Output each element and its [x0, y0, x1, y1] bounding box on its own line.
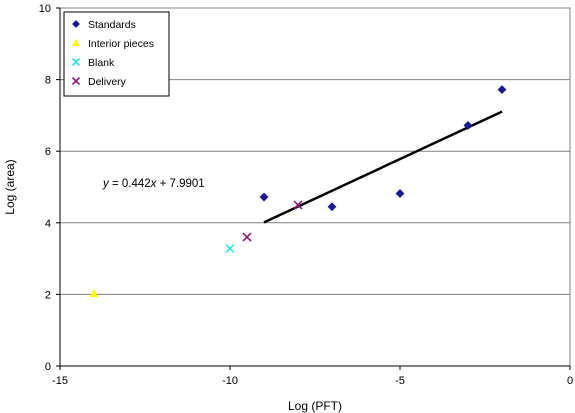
legend-label: Standards [88, 19, 136, 31]
data-point [327, 202, 337, 212]
data-point [497, 85, 507, 95]
x-tick-label: 0 [567, 375, 573, 387]
y-tick-label: 4 [45, 218, 51, 230]
tick-labels: 0 2 4 6 8 10 -15 -10 -5 0 [39, 3, 573, 387]
y-tick-label: 10 [39, 3, 51, 15]
data-point [463, 120, 473, 130]
x-tick-label: -10 [222, 375, 238, 387]
series-delivery [242, 200, 303, 242]
x-tick-label: -15 [52, 375, 68, 387]
y-tick-label: 6 [45, 146, 51, 158]
legend-label: Blank [88, 57, 115, 69]
legend-label: Interior pieces [88, 38, 154, 50]
marker-stroke [242, 232, 252, 242]
legend-label: Delivery [88, 76, 127, 88]
data-point [225, 244, 235, 254]
marker-stroke [225, 244, 235, 254]
y-axis-title: Log (area) [3, 159, 17, 214]
marker-stroke [293, 200, 303, 210]
y-tick-label: 2 [45, 289, 51, 301]
data-point [242, 232, 252, 242]
data-point [89, 289, 99, 298]
data-point [259, 192, 269, 202]
trendline [263, 110, 503, 224]
legend: Standards Interior pieces Blank Delivery [63, 11, 170, 97]
legend-marker [71, 38, 81, 47]
series-standards [259, 85, 507, 212]
y-tick-label: 0 [45, 361, 51, 373]
x-tick-label: -5 [395, 375, 405, 387]
axes [56, 7, 571, 370]
y-tick-label: 8 [45, 75, 51, 87]
data-points [89, 85, 507, 298]
data-point [293, 200, 303, 210]
x-axis-title: Log (PFT) [288, 399, 342, 413]
data-point [395, 189, 405, 198]
legend-box [63, 11, 170, 97]
legend-marker [71, 76, 81, 86]
series-interior-pieces [89, 289, 99, 298]
marker-stroke [71, 76, 81, 86]
legend-marker [72, 20, 80, 28]
series-blank [225, 244, 235, 254]
trendline-equation: y = 0.442x + 7.9901 [102, 178, 205, 190]
marker-stroke [71, 57, 81, 67]
legend-marker [71, 57, 81, 67]
